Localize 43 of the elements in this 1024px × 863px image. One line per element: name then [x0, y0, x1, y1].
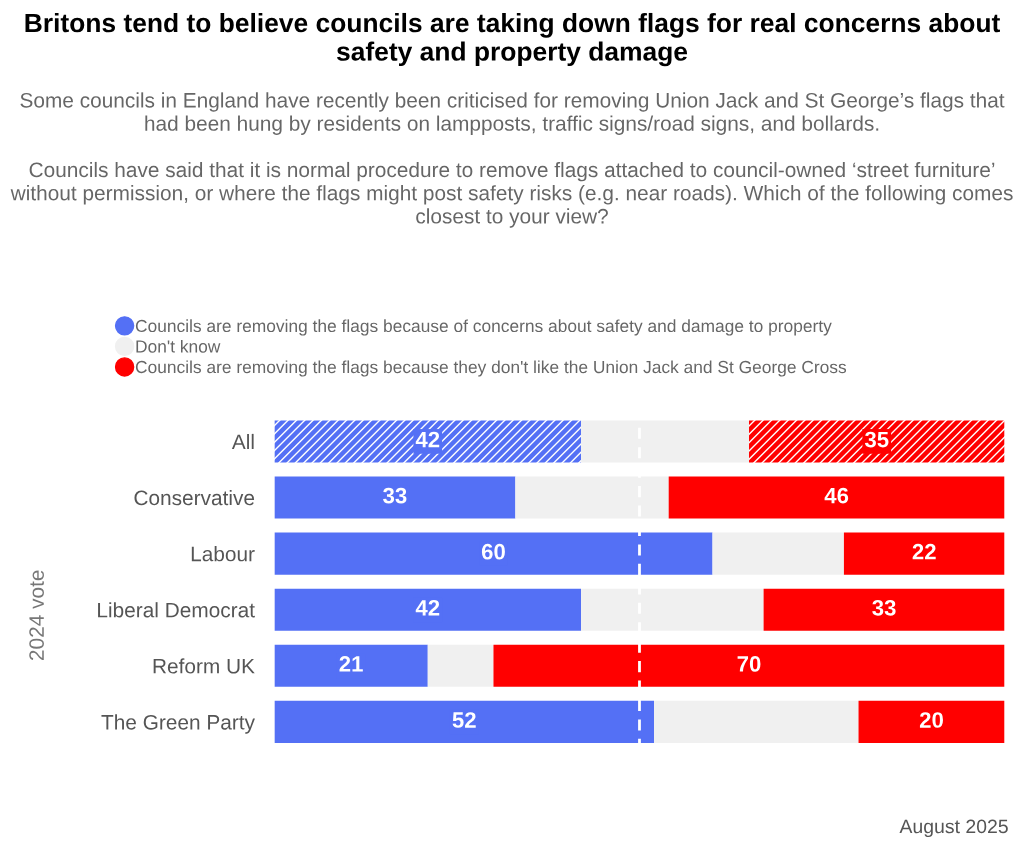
data-label: 33	[383, 487, 407, 504]
text: Some councils in England have recently been criticised for removing Union Jack and St George’s flags that had been hung by residents on lampposts, traffic signs/road signs, and bollards. Councils have said that it is normal procedure to remove flags attached to council-owned ‘street furniture’ without permission, or where the flags might post safety risks (e.g. near roads). Which of the following comes closest to your view?	[10, 92, 1013, 228]
bar	[274, 420, 582, 463]
bar	[654, 700, 859, 743]
bar	[493, 644, 1005, 687]
data-label: 46	[824, 487, 849, 504]
bar	[712, 532, 844, 575]
data-label: 70	[737, 656, 761, 672]
data-label: 60	[481, 543, 505, 560]
legend-label: Councils are removing the flags because of concerns about safety and damage to property	[135, 319, 832, 336]
bar	[858, 700, 1005, 743]
legend-label: Don't know	[136, 339, 221, 353]
bar	[274, 644, 428, 687]
bar	[274, 532, 713, 575]
legend-label: Councils are removing the flags because they don't like the Union Jack and St George Cross	[135, 360, 847, 377]
bar	[274, 476, 516, 519]
text: August 2025	[899, 819, 1008, 838]
bar	[668, 476, 1005, 519]
y-tick-label: Reform UK	[153, 658, 255, 674]
y-tick-label: All	[231, 433, 254, 449]
y-tick-label: Conservative	[134, 489, 255, 506]
data-label: 20	[919, 712, 943, 728]
data-label: 52	[452, 712, 476, 728]
data-label: 42	[415, 599, 440, 616]
bar	[274, 700, 655, 743]
y-tick-label: The Green Party	[101, 714, 255, 734]
bar	[581, 420, 749, 463]
y-tick-label: Labour	[191, 546, 255, 562]
bar	[515, 476, 669, 519]
y-axis-title: 2024 vote	[29, 570, 44, 661]
data-label: 21	[339, 656, 363, 672]
data-label: 22	[912, 543, 936, 560]
bar	[581, 588, 764, 631]
bar	[427, 644, 494, 687]
bar	[763, 588, 1005, 631]
chart-title: Britons tend to believe councils are taking down flags for real concerns about safety and property damage	[25, 12, 1001, 67]
data-label: 35	[864, 431, 889, 448]
bar	[843, 532, 1005, 575]
data-label: 33	[872, 599, 896, 616]
data-label: 42	[415, 431, 440, 448]
bar	[749, 420, 1005, 463]
bar	[274, 588, 582, 631]
y-tick-label: Liberal Democrat	[98, 602, 255, 618]
